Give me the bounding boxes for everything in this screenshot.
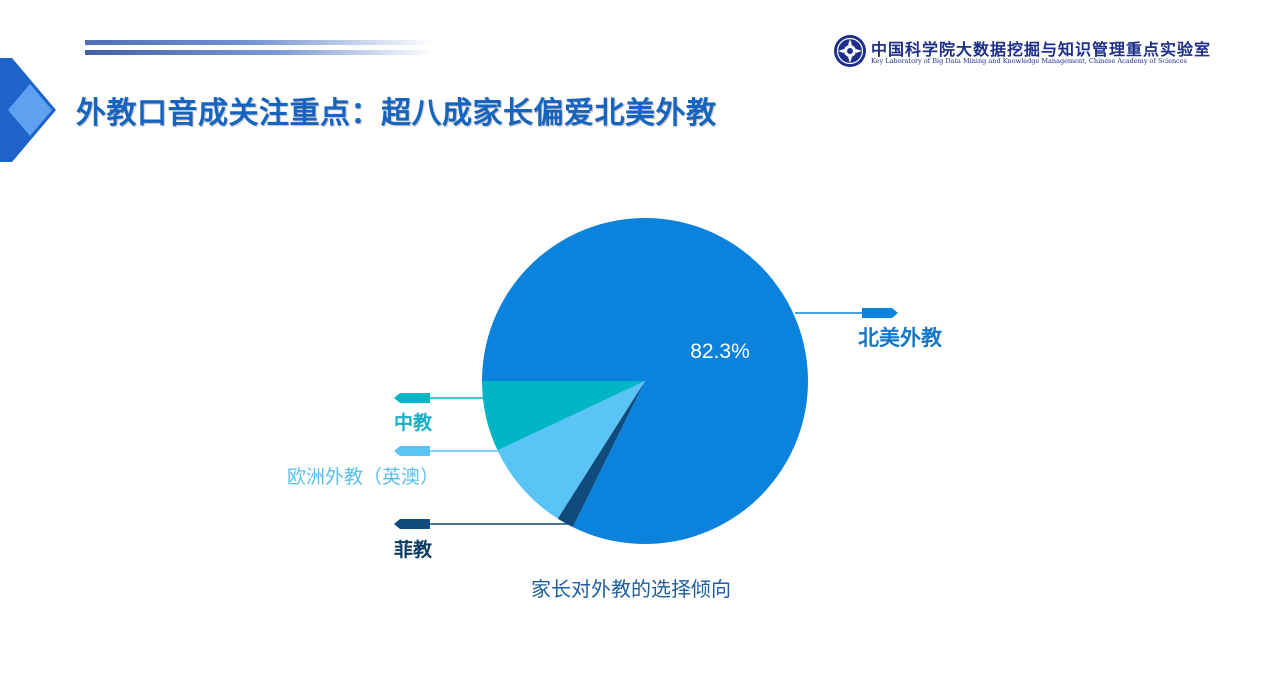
side-diamond-decor [0, 58, 56, 162]
page-title: 外教口音成关注重点：超八成家长偏爱北美外教 [76, 96, 717, 131]
legend-label-europe: 欧洲外教（英澳） [287, 466, 440, 488]
leader-chinese [394, 393, 484, 403]
header-decor-bar [85, 40, 435, 45]
pie-slice-europe [497, 381, 645, 519]
chart-caption: 家长对外教的选择倾向 [531, 577, 731, 601]
pie-slice-chinese [482, 381, 645, 451]
organization-header: 中国科学院大数据挖掘与知识管理重点实验室 Key Laboratory of B… [833, 34, 1223, 70]
leader-north-america [795, 308, 898, 318]
organization-name: 中国科学院大数据挖掘与知识管理重点实验室 [871, 40, 1212, 59]
header-decor-bar-2 [85, 50, 435, 55]
pie-slice-philippines [557, 381, 645, 528]
organization-name-en: Key Laboratory of Big Data Mining and Kn… [871, 57, 1187, 65]
leader-europe [394, 446, 499, 456]
legend-label-north-america: 北美外教 [858, 326, 942, 350]
legend-label-philippines: 菲教 [394, 539, 433, 561]
leader-philippines [394, 519, 570, 529]
cas-emblem-icon [834, 35, 866, 67]
data-label-north-america: 82.3% [690, 340, 750, 363]
legend-label-chinese: 中教 [394, 412, 433, 434]
